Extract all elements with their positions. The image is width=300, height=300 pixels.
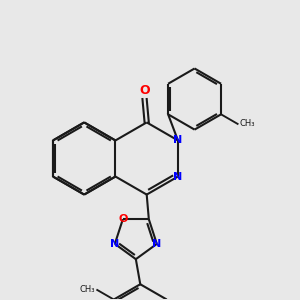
Text: N: N (173, 172, 183, 182)
Text: N: N (110, 239, 119, 249)
Text: N: N (152, 239, 161, 249)
Text: O: O (139, 84, 150, 97)
Text: CH₃: CH₃ (240, 119, 255, 128)
Text: N: N (173, 135, 183, 146)
Text: O: O (118, 214, 128, 224)
Text: CH₃: CH₃ (80, 286, 95, 295)
